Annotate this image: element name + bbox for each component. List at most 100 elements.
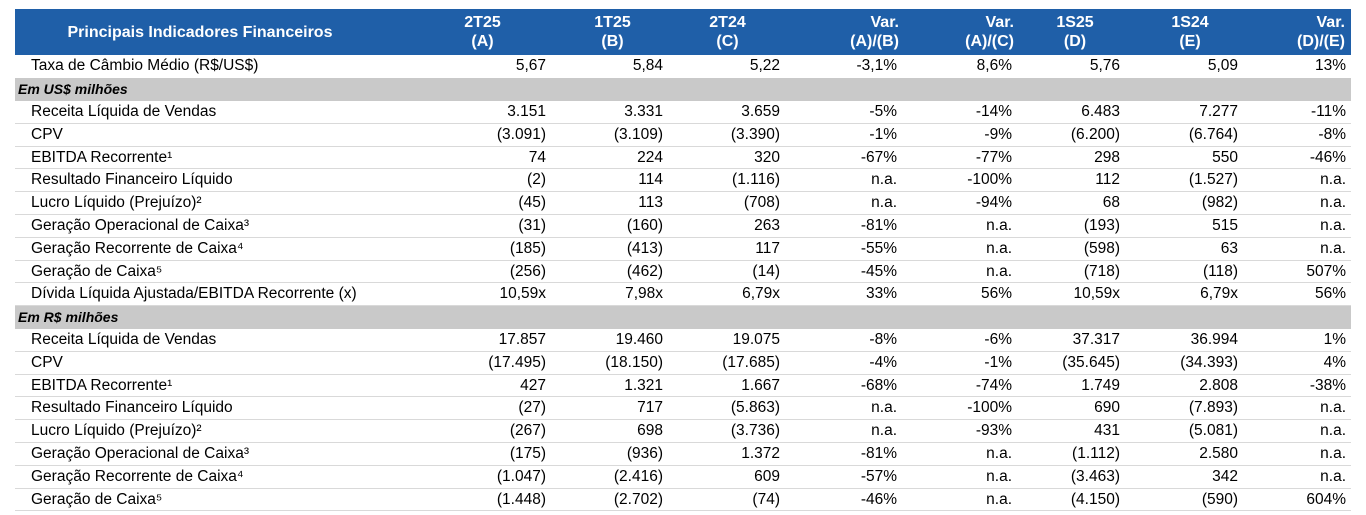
table-cell: 507% [1250,260,1351,284]
column-header-2t25: 2T25 (A) [415,9,560,55]
table-cell: 113 [560,191,675,216]
table-cell: -14% [905,100,1020,124]
table-cell: (2.702) [560,488,675,512]
table-cell: -46% [1250,146,1351,170]
table-row: Lucro Líquido (Prejuízo)² (45) 113 (708) n.a… [15,191,1351,216]
table-row: Resultado Financeiro Líquido (27) 717 (5.86… [15,396,1351,421]
financial-indicators-table: Principais Indicadores Financeiros 2T25(… [15,9,1351,512]
section-title: Em R$ milhões [15,305,1351,329]
row-label: Lucro Líquido (Prejuízo)² [15,191,415,216]
table-cell: (31) [415,214,560,238]
table-cell: (1.112) [1020,442,1140,466]
table-cell: n.a. [1250,168,1351,193]
row-label: Geração Operacional de Caixa³ [15,214,415,238]
table-cell: 19.075 [675,328,790,352]
table-cell: 690 [1020,396,1140,421]
table-row: Dívida Líquida Ajustada/EBITDA Recorrent… [15,282,1351,307]
table-cell: n.a. [905,237,1020,261]
table-cell: -45% [790,260,905,284]
section-header-row: Em R$ milhões [15,305,1351,329]
table-cell: n.a. [1250,442,1351,466]
table-cell: -100% [905,396,1020,421]
row-label: CPV [15,351,415,375]
section-header-row: Em US$ milhões [15,77,1351,101]
table-row: Resultado Financeiro Líquido (2) 114 (1.116… [15,168,1351,193]
table-cell: 2.808 [1140,374,1250,398]
table-cell: 604% [1250,488,1351,512]
table-row: Geração Operacional de Caixa³ (175) (936) 1… [15,442,1351,466]
table-cell: (14) [675,260,790,284]
table-cell: 550 [1140,146,1250,170]
table-cell: -5% [790,100,905,124]
table-cell: (185) [415,237,560,261]
table-cell: -57% [790,465,905,489]
table-cell: -81% [790,214,905,238]
table-cell: (1.116) [675,168,790,193]
table-cell: (35.645) [1020,351,1140,375]
table-cell: -1% [905,351,1020,375]
row-label: Receita Líquida de Vendas [15,100,415,124]
table-cell: 7.277 [1140,100,1250,124]
row-label: EBITDA Recorrente¹ [15,146,415,170]
table-cell: n.a. [1250,214,1351,238]
table-cell: (6.764) [1140,123,1250,147]
table-cell: n.a. [905,214,1020,238]
table-cell: n.a. [1250,396,1351,421]
table-cell: n.a. [1250,465,1351,489]
table-cell: n.a. [905,465,1020,489]
table-cell: 13% [1314,57,1346,75]
table-cell: (590) [1140,488,1250,512]
table-cell: (34.393) [1140,351,1250,375]
table-cell: 5,09 [1207,57,1238,75]
table-cell: 7,98x [560,282,675,307]
table-cell: (27) [415,396,560,421]
table-title: Principais Indicadores Financeiros [15,9,415,55]
table-cell: -81% [790,442,905,466]
row-label: Taxa de Câmbio Médio (R$/US$) [31,57,259,75]
table-cell: -74% [905,374,1020,398]
table-cell: 1.667 [675,374,790,398]
table-cell: 1% [1250,328,1351,352]
table-cell: 74 [415,146,560,170]
table-cell: (462) [560,260,675,284]
row-label: Lucro Líquido (Prejuízo)² [15,419,415,444]
table-cell: (2.416) [560,465,675,489]
table-cell: -68% [790,374,905,398]
table-cell: -9% [905,123,1020,147]
row-label: Dívida Líquida Ajustada/EBITDA Recorrent… [15,282,415,307]
table-cell: -3,1% [856,57,898,75]
table-cell: (1.047) [415,465,560,489]
table-cell: (4.150) [1020,488,1140,512]
table-row: EBITDA Recorrente¹ 427 1.321 1.667 -68% -74% 1… [15,374,1351,398]
table-cell: -8% [790,328,905,352]
table-cell: 427 [415,374,560,398]
table-cell: 263 [675,214,790,238]
table-cell: 112 [1020,168,1140,193]
table-cell: (3.463) [1020,465,1140,489]
table-cell: 10,59x [1020,282,1140,307]
table-cell: 515 [1140,214,1250,238]
table-cell: (45) [415,191,560,216]
table-row: Lucro Líquido (Prejuízo)² (267) 698 (3.736)… [15,419,1351,444]
column-header-1s24: 1S24 (E) [1140,9,1250,55]
column-header-var-a-c: Var. (A)/(C) [905,9,1020,55]
table-row: Geração de Caixa⁵ (1.448) (2.702) (74) -46% n… [15,488,1351,512]
table-cell: 33% [790,282,905,307]
table-cell: (3.390) [675,123,790,147]
table-cell: (6.200) [1020,123,1140,147]
row-label: Geração Operacional de Caixa³ [15,442,415,466]
table-cell: (118) [1140,260,1250,284]
table-cell: (936) [560,442,675,466]
table-row: EBITDA Recorrente¹ 74 224 320 -67% -77% 298 550… [15,146,1351,170]
table-cell: 2.580 [1140,442,1250,466]
table-cell: (267) [415,419,560,444]
table-cell: (74) [675,488,790,512]
table-row: Receita Líquida de Vendas 3.151 3.331 3.659… [15,100,1351,124]
table-cell: -11% [1250,100,1351,124]
table-cell: 4% [1250,351,1351,375]
table-row: Geração de Caixa⁵ (256) (462) (14) -45% n.a.(… [15,260,1351,284]
table-cell: 56% [1250,282,1351,307]
table-row: Receita Líquida de Vendas 17.857 19.460 19.… [15,328,1351,352]
table-cell: (413) [560,237,675,261]
table-cell: n.a. [905,442,1020,466]
